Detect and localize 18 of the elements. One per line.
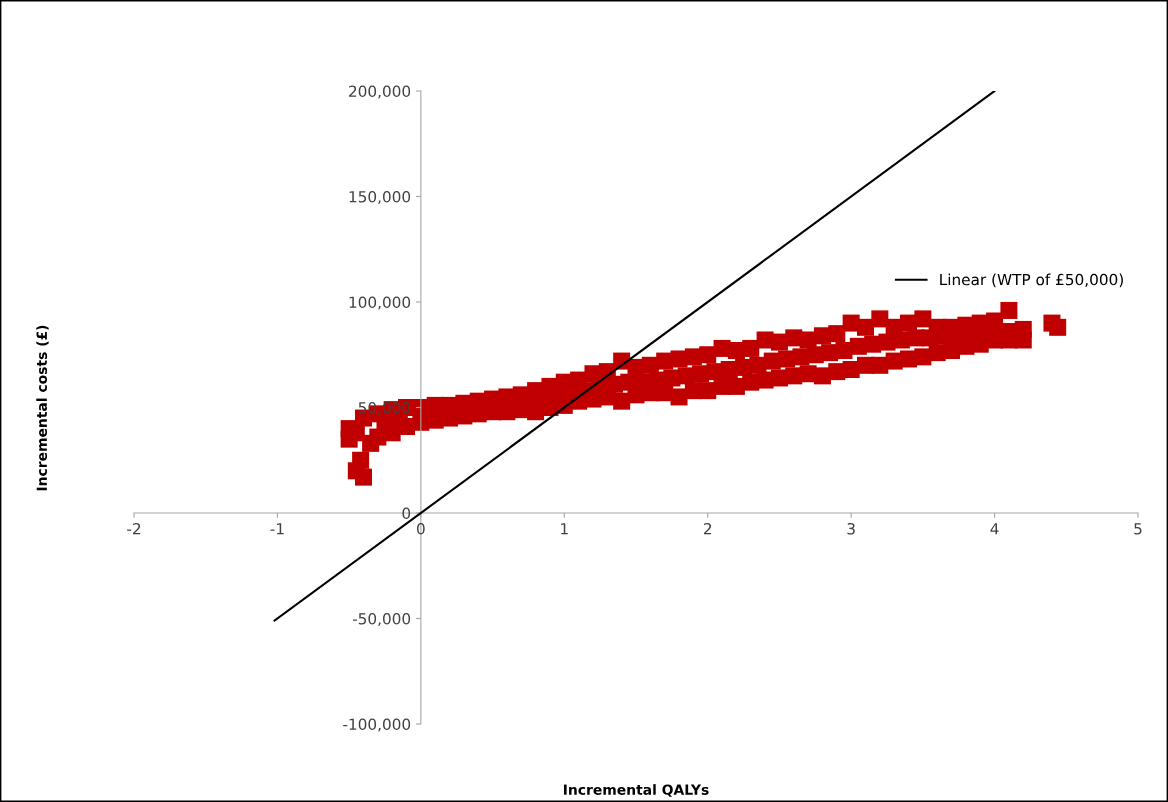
y-tick-label: 200,000 [349, 85, 411, 99]
x-tick-label: 5 [1134, 523, 1142, 535]
x-tick-label: 4 [990, 523, 999, 535]
x-tick-label: 1 [561, 523, 568, 535]
x-tick-label: 3 [847, 522, 855, 535]
x-tick-label: -1 [270, 523, 284, 535]
y-tick-label: -100,000 [343, 718, 411, 732]
y-tick-label: 0 [402, 507, 411, 520]
x-axis-title: Incremental QALYs [564, 784, 709, 797]
y-tick-label: 50,000 [358, 401, 411, 416]
legend-label: Linear (WTP of £50,000) [940, 273, 1123, 288]
x-tick-label: 2 [703, 522, 712, 535]
y-tick-label: 150,000 [349, 190, 411, 205]
y-tick-label: 100,000 [349, 296, 411, 310]
text: Incremental costs (£) [36, 325, 49, 491]
x-tick-label: 0 [417, 522, 425, 535]
y-tick-label: -50,000 [352, 612, 411, 627]
x-tick-label: -2 [127, 522, 141, 535]
